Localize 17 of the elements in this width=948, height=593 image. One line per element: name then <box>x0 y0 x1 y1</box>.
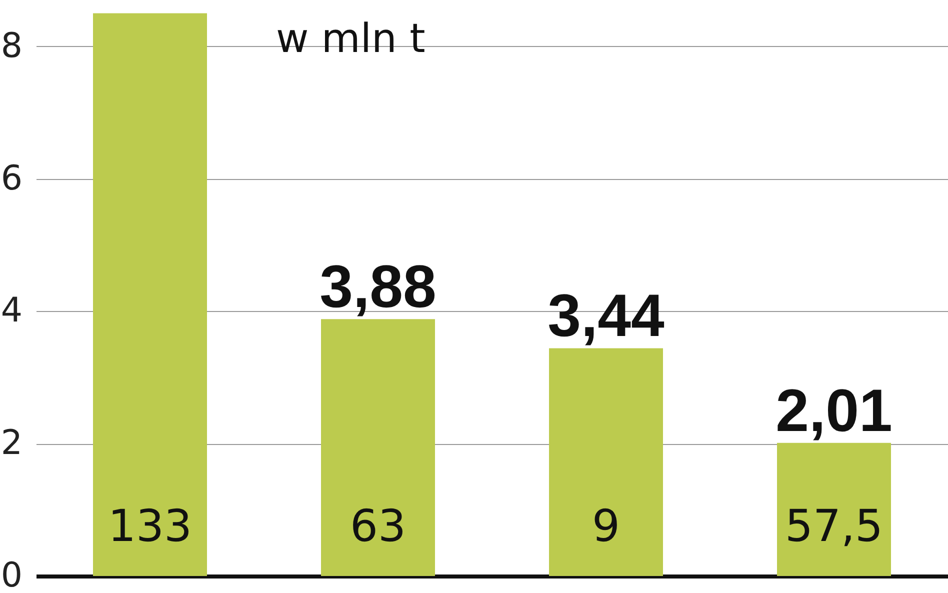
bar <box>777 442 891 576</box>
data-label: 2,01 <box>776 376 892 444</box>
y-tick-label: 2 <box>0 423 22 464</box>
annotation: 57,5 <box>785 501 883 552</box>
data-label: 3,88 <box>320 253 436 320</box>
bar <box>549 348 663 576</box>
annotation: 9 <box>592 501 620 552</box>
y-tick-label: 0 <box>0 556 22 593</box>
annotation: 133 <box>108 501 192 552</box>
bar <box>93 13 207 576</box>
bar <box>321 319 435 576</box>
annotation: 63 <box>350 501 406 552</box>
y-tick-label: 8 <box>0 26 22 66</box>
data-label: 3,44 <box>548 282 666 350</box>
y-tick-label: 4 <box>0 290 22 331</box>
annotation: w mln t <box>276 16 426 62</box>
y-tick-label: 6 <box>0 158 22 198</box>
